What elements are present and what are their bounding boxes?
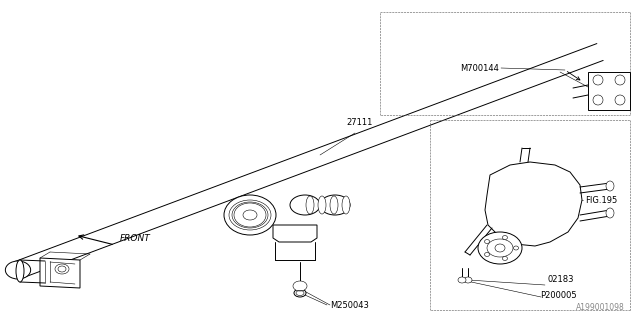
Text: M250043: M250043 [330,300,369,309]
Ellipse shape [16,260,24,282]
Ellipse shape [502,256,508,260]
Ellipse shape [318,196,326,214]
Text: FIG.195: FIG.195 [585,196,617,204]
Ellipse shape [55,264,69,274]
Ellipse shape [5,261,31,279]
Ellipse shape [593,75,603,85]
Text: 02183: 02183 [548,276,575,284]
Ellipse shape [290,195,320,215]
Polygon shape [485,162,582,246]
Text: P200005: P200005 [540,292,577,300]
Ellipse shape [294,289,306,297]
Text: 27111: 27111 [347,118,373,127]
Ellipse shape [484,240,490,244]
Ellipse shape [342,196,350,214]
Ellipse shape [593,95,603,105]
Text: M700144: M700144 [460,63,499,73]
Ellipse shape [234,203,266,227]
Polygon shape [588,72,630,110]
Ellipse shape [484,252,490,256]
Ellipse shape [224,195,276,235]
Ellipse shape [293,281,307,291]
Text: A199001098: A199001098 [576,303,625,312]
Ellipse shape [615,95,625,105]
Ellipse shape [458,277,466,283]
Ellipse shape [606,181,614,191]
Ellipse shape [615,75,625,85]
Ellipse shape [502,236,508,240]
Ellipse shape [606,208,614,218]
Ellipse shape [306,196,314,214]
Ellipse shape [478,232,522,264]
Ellipse shape [320,195,350,215]
Ellipse shape [464,277,472,283]
Ellipse shape [513,246,518,250]
Polygon shape [40,258,80,288]
Polygon shape [273,225,317,242]
Text: FRONT: FRONT [120,234,151,243]
Ellipse shape [330,196,338,214]
Ellipse shape [243,210,257,220]
Ellipse shape [495,244,505,252]
